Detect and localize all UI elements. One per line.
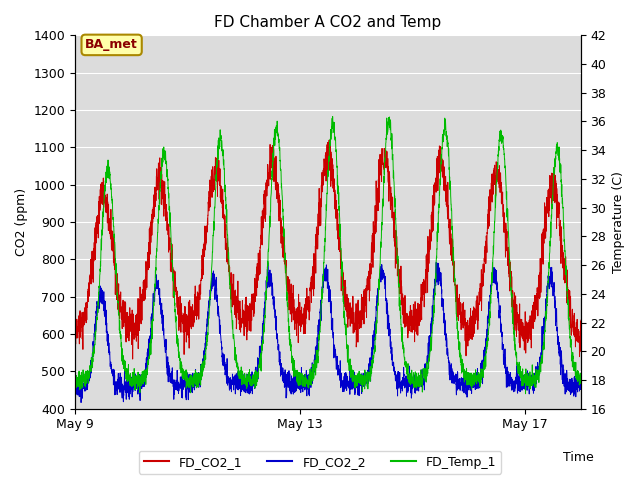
Legend: FD_CO2_1, FD_CO2_2, FD_Temp_1: FD_CO2_1, FD_CO2_2, FD_Temp_1 xyxy=(139,451,501,474)
Title: FD Chamber A CO2 and Temp: FD Chamber A CO2 and Temp xyxy=(214,15,442,30)
Text: Time: Time xyxy=(563,451,594,464)
Y-axis label: CO2 (ppm): CO2 (ppm) xyxy=(15,188,28,256)
Text: BA_met: BA_met xyxy=(85,38,138,51)
Y-axis label: Temperature (C): Temperature (C) xyxy=(612,171,625,273)
